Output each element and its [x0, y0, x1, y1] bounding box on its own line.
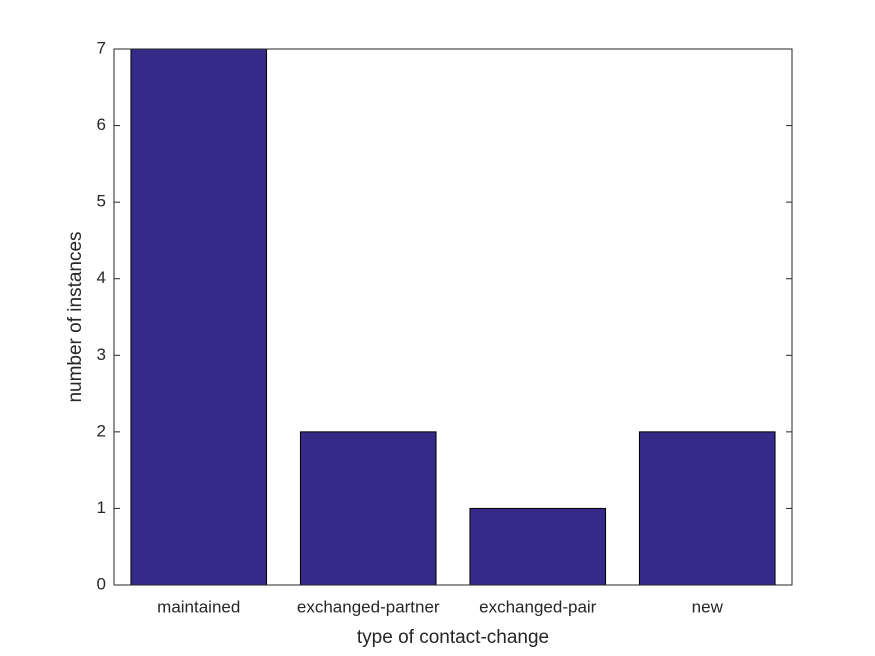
bar — [299, 431, 437, 586]
x-tick-label: exchanged-partner — [297, 597, 440, 616]
bar — [130, 48, 268, 586]
y-tick-label: 5 — [97, 192, 106, 211]
x-tick-label: exchanged-pair — [479, 597, 597, 616]
y-tick-label: 1 — [97, 498, 106, 517]
y-tick-label: 6 — [97, 115, 106, 134]
y-tick-label: 4 — [97, 268, 106, 287]
bar — [638, 431, 776, 586]
y-tick-label: 3 — [97, 345, 106, 364]
x-axis-label: type of contact-change — [357, 627, 549, 648]
x-tick-label: new — [692, 597, 724, 616]
axes-box — [113, 48, 793, 586]
y-tick-label: 7 — [97, 38, 106, 57]
y-axis-label: number of instances — [65, 231, 86, 402]
y-tick-label: 0 — [97, 574, 106, 593]
y-tick-label: 2 — [97, 421, 106, 440]
x-tick-label: maintained — [157, 597, 240, 616]
bar — [469, 507, 607, 586]
